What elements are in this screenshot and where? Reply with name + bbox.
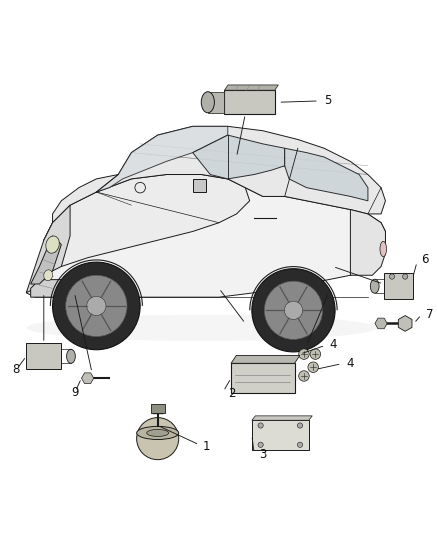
Circle shape xyxy=(297,442,303,447)
Text: 7: 7 xyxy=(426,308,433,321)
Circle shape xyxy=(284,301,303,319)
FancyBboxPatch shape xyxy=(224,90,275,114)
Polygon shape xyxy=(252,416,312,420)
Polygon shape xyxy=(398,316,412,332)
Ellipse shape xyxy=(147,430,169,437)
FancyBboxPatch shape xyxy=(151,403,165,413)
Ellipse shape xyxy=(380,241,387,257)
Circle shape xyxy=(299,349,309,359)
Circle shape xyxy=(66,275,127,336)
Circle shape xyxy=(137,418,179,459)
Ellipse shape xyxy=(26,314,377,341)
Circle shape xyxy=(252,269,335,352)
Polygon shape xyxy=(231,356,300,364)
Polygon shape xyxy=(26,205,70,293)
Polygon shape xyxy=(31,236,61,284)
Circle shape xyxy=(403,274,408,279)
Circle shape xyxy=(53,262,140,350)
Circle shape xyxy=(389,274,395,279)
Circle shape xyxy=(310,349,321,359)
Circle shape xyxy=(258,442,263,447)
Ellipse shape xyxy=(370,279,379,293)
Polygon shape xyxy=(31,280,70,297)
Text: 4: 4 xyxy=(330,337,337,351)
Polygon shape xyxy=(375,318,387,329)
Circle shape xyxy=(265,281,322,340)
Polygon shape xyxy=(193,179,206,192)
Bar xyxy=(252,420,309,450)
Polygon shape xyxy=(44,174,250,266)
Polygon shape xyxy=(350,209,385,275)
Circle shape xyxy=(297,423,303,428)
Polygon shape xyxy=(81,373,94,384)
Polygon shape xyxy=(224,85,279,90)
Ellipse shape xyxy=(46,236,59,253)
Ellipse shape xyxy=(201,92,214,113)
Polygon shape xyxy=(26,174,385,297)
Circle shape xyxy=(308,362,318,373)
Circle shape xyxy=(87,296,106,316)
Text: 3: 3 xyxy=(259,448,267,461)
Circle shape xyxy=(299,371,309,381)
FancyBboxPatch shape xyxy=(26,343,61,369)
Text: 2: 2 xyxy=(228,387,235,400)
Text: 4: 4 xyxy=(346,357,353,370)
Polygon shape xyxy=(208,92,224,113)
Polygon shape xyxy=(96,126,228,192)
Polygon shape xyxy=(285,148,368,201)
Text: 5: 5 xyxy=(324,94,332,108)
Ellipse shape xyxy=(44,270,53,281)
Polygon shape xyxy=(193,135,285,179)
Circle shape xyxy=(258,423,263,428)
Text: 1: 1 xyxy=(203,440,210,453)
Ellipse shape xyxy=(67,349,75,364)
Ellipse shape xyxy=(137,426,179,440)
FancyBboxPatch shape xyxy=(385,273,413,300)
Text: 9: 9 xyxy=(71,386,78,399)
FancyBboxPatch shape xyxy=(231,364,294,393)
Text: 6: 6 xyxy=(421,253,429,266)
Polygon shape xyxy=(53,126,385,223)
Text: 8: 8 xyxy=(12,363,20,376)
